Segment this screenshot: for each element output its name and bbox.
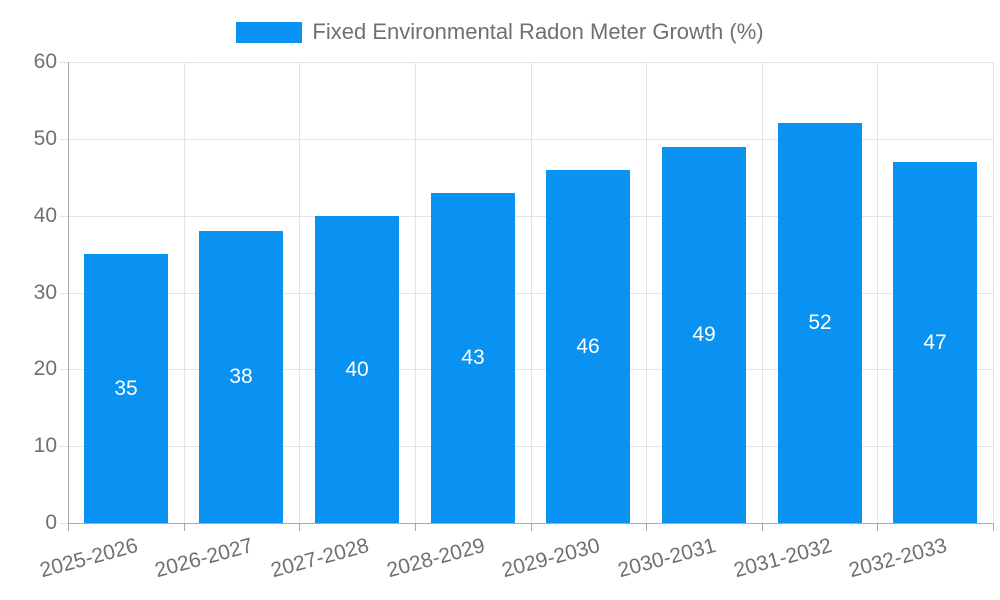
x-axis-tick — [762, 523, 763, 531]
gridline-horizontal — [68, 216, 993, 217]
gridline-vertical — [646, 62, 647, 523]
y-tick-label: 50 — [33, 127, 57, 150]
y-axis-tick — [60, 216, 68, 217]
gridline-horizontal — [68, 293, 993, 294]
gridline-horizontal — [68, 62, 993, 63]
y-axis-tick — [60, 369, 68, 370]
x-axis-line — [68, 523, 993, 524]
y-axis-tick — [60, 293, 68, 294]
x-axis-tick — [646, 523, 647, 531]
bar: 47 — [893, 162, 977, 523]
y-axis-tick — [60, 139, 68, 140]
gridline-vertical — [877, 62, 878, 523]
bar: 40 — [315, 216, 399, 523]
y-tick-label: 10 — [33, 434, 57, 457]
x-axis-tick — [415, 523, 416, 531]
y-tick-label: 60 — [33, 50, 57, 73]
x-tick-label: 2032-2033 — [845, 534, 949, 583]
x-axis-tick — [877, 523, 878, 531]
bar-value-label: 35 — [114, 377, 138, 400]
x-tick-label: 2026-2027 — [151, 534, 255, 583]
y-axis-tick — [60, 523, 68, 524]
x-axis-tick — [993, 523, 994, 531]
gridline-vertical — [299, 62, 300, 523]
bar-value-label: 47 — [923, 331, 947, 354]
x-tick-label: 2025-2026 — [36, 534, 140, 583]
x-tick-label: 2031-2032 — [730, 534, 834, 583]
x-tick-label: 2030-2031 — [614, 534, 718, 583]
plot-area: 35 38 40 43 46 49 52 47 — [60, 62, 994, 531]
y-axis-line — [68, 62, 69, 523]
bar: 46 — [546, 170, 630, 523]
bar: 35 — [84, 254, 168, 523]
bar: 38 — [199, 231, 283, 523]
bar-value-label: 40 — [345, 358, 369, 381]
gridline-horizontal — [68, 446, 993, 447]
gridline-vertical — [993, 62, 994, 523]
legend-label: Fixed Environmental Radon Meter Growth (… — [312, 19, 764, 44]
gridline-vertical — [184, 62, 185, 523]
y-axis-tick — [60, 446, 68, 447]
bar: 52 — [778, 123, 862, 523]
bar-value-label: 38 — [229, 365, 253, 388]
x-tick-label: 2028-2029 — [383, 534, 487, 583]
bar: 43 — [431, 193, 515, 523]
gridline-vertical — [415, 62, 416, 523]
y-axis-tick — [60, 62, 68, 63]
bar-value-label: 46 — [576, 335, 600, 358]
y-tick-label: 40 — [33, 204, 57, 227]
x-tick-label: 2027-2028 — [267, 534, 371, 583]
x-axis-tick — [299, 523, 300, 531]
bar-value-label: 43 — [461, 346, 485, 369]
bar-value-label: 49 — [692, 323, 716, 346]
legend-swatch — [236, 21, 303, 43]
gridline-vertical — [762, 62, 763, 523]
bar: 49 — [662, 147, 746, 523]
gridline-horizontal — [68, 139, 993, 140]
x-axis-tick — [531, 523, 532, 531]
chart-legend[interactable]: Fixed Environmental Radon Meter Growth (… — [0, 18, 1000, 46]
x-tick-label: 2029-2030 — [498, 534, 602, 583]
y-tick-label: 30 — [33, 281, 57, 304]
y-tick-label: 20 — [33, 357, 57, 380]
gridline-vertical — [531, 62, 532, 523]
y-tick-label: 0 — [45, 511, 57, 534]
x-axis-tick — [68, 523, 69, 531]
bar-value-label: 52 — [808, 311, 832, 334]
x-axis-tick — [184, 523, 185, 531]
gridline-horizontal — [68, 369, 993, 370]
